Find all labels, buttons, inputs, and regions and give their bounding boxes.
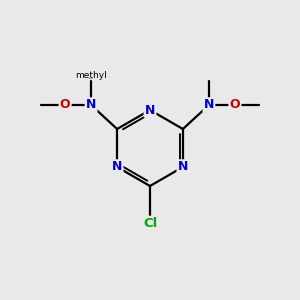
Text: O: O xyxy=(60,98,70,112)
Text: N: N xyxy=(86,98,96,112)
Text: O: O xyxy=(230,98,240,112)
Text: N: N xyxy=(204,98,214,112)
Text: N: N xyxy=(178,160,188,173)
Text: Cl: Cl xyxy=(143,217,157,230)
Text: N: N xyxy=(112,160,122,173)
Text: methyl: methyl xyxy=(89,78,94,79)
Text: methyl: methyl xyxy=(75,71,107,80)
Text: N: N xyxy=(145,103,155,116)
